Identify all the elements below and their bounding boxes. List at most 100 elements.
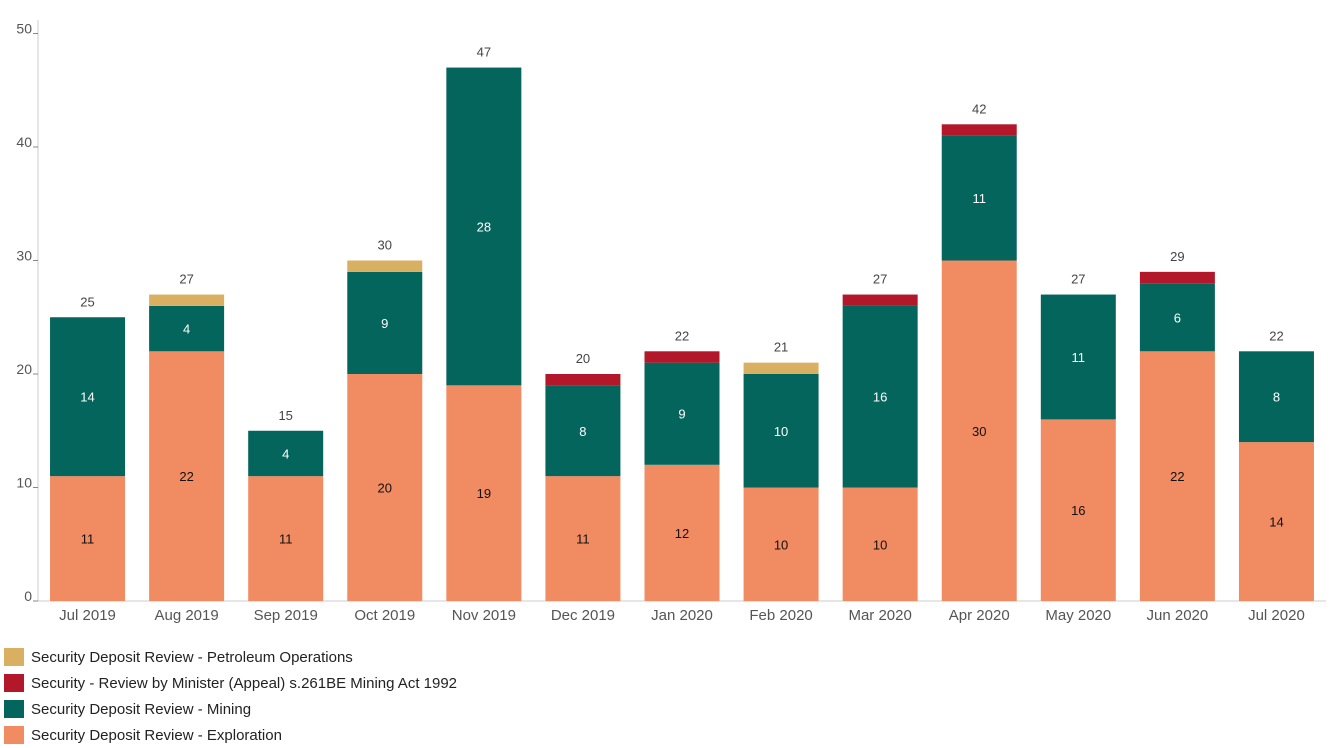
bar-segment (644, 362, 720, 465)
total-label: 25 (80, 294, 94, 309)
data-label: 12 (675, 526, 689, 541)
data-label: 11 (972, 191, 986, 206)
data-label: 11 (279, 532, 293, 547)
bar-segment (1139, 271, 1215, 284)
bar-segment (545, 374, 621, 386)
data-label: 20 (378, 481, 392, 496)
legend: Security Deposit Review - Petroleum Oper… (4, 644, 457, 748)
bar-segment (743, 487, 819, 601)
total-label: 30 (378, 238, 392, 253)
y-tick-label: 20 (16, 361, 32, 377)
bar-segment (545, 385, 621, 477)
legend-item-mining[interactable]: Security Deposit Review - Mining (4, 696, 457, 722)
y-tick-label: 50 (16, 21, 32, 37)
legend-label: Security Deposit Review - Petroleum Oper… (31, 648, 353, 666)
total-label: 22 (1269, 328, 1283, 343)
legend-swatch (4, 726, 24, 744)
bar-segment (446, 385, 522, 601)
total-label: 22 (675, 328, 689, 343)
x-tick-label: Sep 2019 (254, 607, 318, 624)
legend-label: Security Deposit Review - Exploration (31, 726, 282, 744)
data-label: 10 (774, 537, 788, 552)
data-label: 22 (179, 469, 193, 484)
bar-segment (644, 464, 720, 601)
y-tick-label: 0 (24, 588, 32, 604)
y-tick-label: 40 (16, 134, 32, 150)
legend-item-exploration[interactable]: Security Deposit Review - Exploration (4, 722, 457, 748)
bar-segment (1238, 442, 1314, 601)
data-label: 14 (1269, 515, 1283, 530)
data-label: 8 (1273, 390, 1280, 405)
data-label: 19 (477, 486, 491, 501)
x-tick-label: May 2020 (1045, 607, 1111, 624)
x-tick-label: Jul 2020 (1248, 607, 1305, 624)
legend-item-petroleum[interactable]: Security Deposit Review - Petroleum Oper… (4, 644, 457, 670)
bar-segment (149, 294, 225, 306)
x-tick-label: Aug 2019 (154, 607, 218, 624)
x-tick-label: Jul 2019 (59, 607, 116, 624)
data-label: 11 (81, 532, 95, 547)
total-label: 21 (774, 340, 788, 355)
bar-segment (1040, 419, 1116, 601)
x-tick-label: Mar 2020 (848, 607, 911, 624)
bar-segment (842, 294, 918, 306)
legend-label: Security Deposit Review - Mining (31, 700, 252, 718)
bar-segment (347, 260, 423, 272)
bar-segment (1139, 283, 1215, 352)
legend-swatch (4, 674, 24, 692)
data-label: 11 (576, 532, 590, 547)
data-label: 9 (381, 316, 388, 331)
bar-segment (446, 67, 522, 386)
bar-segment (941, 135, 1017, 261)
data-label: 16 (1071, 503, 1085, 518)
x-tick-label: Jan 2020 (651, 607, 713, 624)
bar-segment (842, 305, 918, 488)
bar-segment (743, 362, 819, 374)
bar-segment (644, 351, 720, 363)
y-tick-label: 10 (16, 475, 32, 491)
bar-segment (347, 271, 423, 374)
x-tick-label: Nov 2019 (452, 607, 516, 624)
y-tick-label: 30 (16, 248, 32, 264)
x-tick-label: Dec 2019 (551, 607, 615, 624)
data-label: 16 (873, 390, 887, 405)
bar-segment (1040, 294, 1116, 420)
data-label: 9 (678, 407, 685, 422)
total-label: 15 (278, 408, 292, 423)
bar-segment (545, 476, 621, 601)
data-label: 30 (972, 424, 986, 439)
data-label: 4 (183, 322, 190, 337)
data-label: 22 (1170, 469, 1184, 484)
bar-segment (149, 305, 225, 352)
data-label: 14 (80, 390, 94, 405)
data-label: 8 (579, 424, 586, 439)
bar-segment (347, 374, 423, 601)
total-label: 27 (873, 272, 887, 287)
bar-segment (50, 317, 126, 477)
total-label: 29 (1170, 249, 1184, 264)
x-tick-label: Feb 2020 (749, 607, 812, 624)
bar-segment (50, 476, 126, 601)
data-label: 28 (477, 219, 491, 234)
legend-label: Security - Review by Minister (Appeal) s… (31, 674, 458, 692)
bar-segment (248, 430, 324, 477)
legend-swatch (4, 648, 24, 666)
bar-segment (149, 351, 225, 601)
data-label: 6 (1174, 310, 1181, 325)
data-label: 11 (1072, 350, 1086, 365)
total-label: 42 (972, 101, 986, 116)
total-label: 27 (179, 272, 193, 287)
x-tick-label: Jun 2020 (1147, 607, 1209, 624)
x-tick-label: Apr 2020 (949, 607, 1010, 624)
bar-segment (1238, 351, 1314, 443)
total-label: 20 (576, 351, 590, 366)
total-label: 47 (477, 45, 491, 60)
data-label: 4 (282, 446, 289, 461)
bar-segment (248, 476, 324, 601)
bar-segment (842, 487, 918, 601)
legend-item-minister-appeal[interactable]: Security - Review by Minister (Appeal) s… (4, 670, 457, 696)
bar-segment (1139, 351, 1215, 601)
x-tick-label: Oct 2019 (354, 607, 415, 624)
bar-segment (941, 124, 1017, 136)
bar-segment (743, 374, 819, 488)
